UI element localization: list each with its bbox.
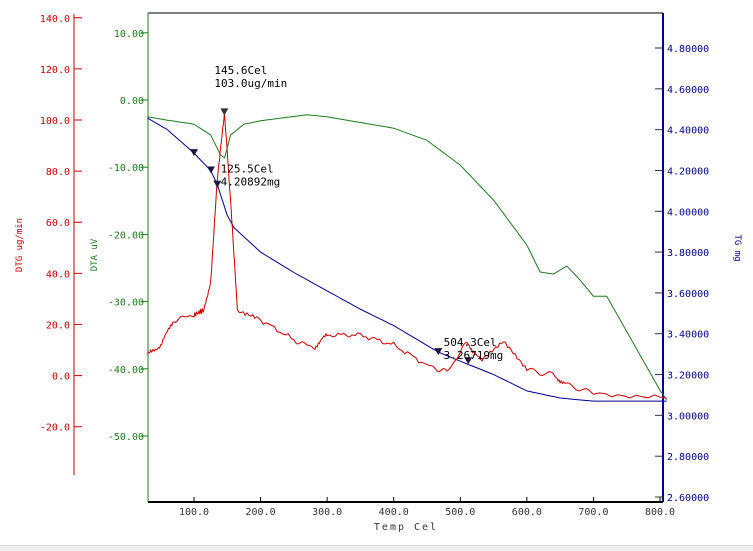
series-dta-line: [147, 114, 668, 401]
peak-annotation: 3.26719mg: [444, 349, 504, 362]
x-tick-label: 700.0: [578, 507, 608, 518]
tg-tick-label: 2.60000: [667, 493, 709, 504]
peak-annotation: 125.5Cel: [221, 163, 274, 176]
x-tick-label: 800.0: [645, 507, 675, 518]
dta-tick-label: -40.00: [108, 365, 144, 376]
peak-annotation: 504.3Cel: [444, 336, 497, 349]
marker-triangle-icon: [213, 180, 222, 188]
status-strip: [0, 545, 753, 551]
x-tick-label: 600.0: [512, 507, 542, 518]
x-axis-label: Temp Cel: [374, 522, 438, 533]
marker-triangle-icon: [190, 149, 198, 157]
tg-tick-label: 4.80000: [667, 44, 709, 55]
tg-tick-label: 2.80000: [667, 452, 709, 463]
dtg-tick-label: 120.0: [40, 65, 70, 76]
dta-tick-label: -30.00: [108, 298, 144, 309]
tg-tick-label: 3.00000: [667, 411, 709, 422]
x-tick-label: 200.0: [246, 507, 276, 518]
dta-tick-label: -20.00: [108, 230, 144, 241]
tg-tick-label: 3.60000: [667, 289, 709, 300]
tg-axis-label: TG mg: [732, 234, 742, 261]
dta-tick-label: 10.00: [114, 29, 144, 40]
tg-tick-label: 4.40000: [667, 126, 709, 137]
dtg-axis-label: DTG ug/min: [15, 218, 25, 272]
dta-tick-label: 0.00: [120, 96, 144, 107]
tg-tick-label: 3.80000: [667, 248, 709, 259]
series-tg-line: [147, 117, 667, 402]
marker-triangle-icon: [434, 348, 443, 356]
marker-triangle-icon: [206, 166, 215, 174]
dtg-tick-label: 60.0: [46, 218, 70, 229]
dtg-tick-label: 80.0: [46, 167, 70, 178]
dta-tick-label: -50.00: [108, 432, 144, 443]
peak-annotation: 145.6Cel: [214, 64, 267, 77]
x-tick-label: 300.0: [312, 507, 342, 518]
x-tick-label: 500.0: [445, 507, 475, 518]
dtg-tick-label: 0.0: [52, 372, 70, 383]
marker-triangle-icon: [220, 108, 229, 116]
dtg-tick-label: 140.0: [40, 14, 70, 25]
dta-axis-label: DTA uV: [90, 238, 100, 271]
dtg-tick-label: 40.0: [46, 269, 70, 280]
tg-tick-label: 4.20000: [667, 166, 709, 177]
dtg-tick-label: 100.0: [40, 116, 70, 127]
dtg-tick-label: -20.0: [40, 423, 70, 434]
marker-triangle-icon: [464, 357, 473, 365]
tg-tick-label: 4.60000: [667, 85, 709, 96]
tg-tick-label: 3.20000: [667, 371, 709, 382]
x-tick-label: 400.0: [379, 507, 409, 518]
tg-tick-label: 3.40000: [667, 330, 709, 341]
peak-annotation: 4.20892mg: [221, 176, 281, 189]
dta-tick-label: -10.00: [108, 163, 144, 174]
tg-tick-label: 4.00000: [667, 207, 709, 218]
dtg-tick-label: 20.0: [46, 320, 70, 331]
x-tick-label: 100.0: [179, 507, 209, 518]
peak-annotation: 103.0ug/min: [214, 77, 287, 90]
series-dtg-line: [146, 112, 667, 399]
